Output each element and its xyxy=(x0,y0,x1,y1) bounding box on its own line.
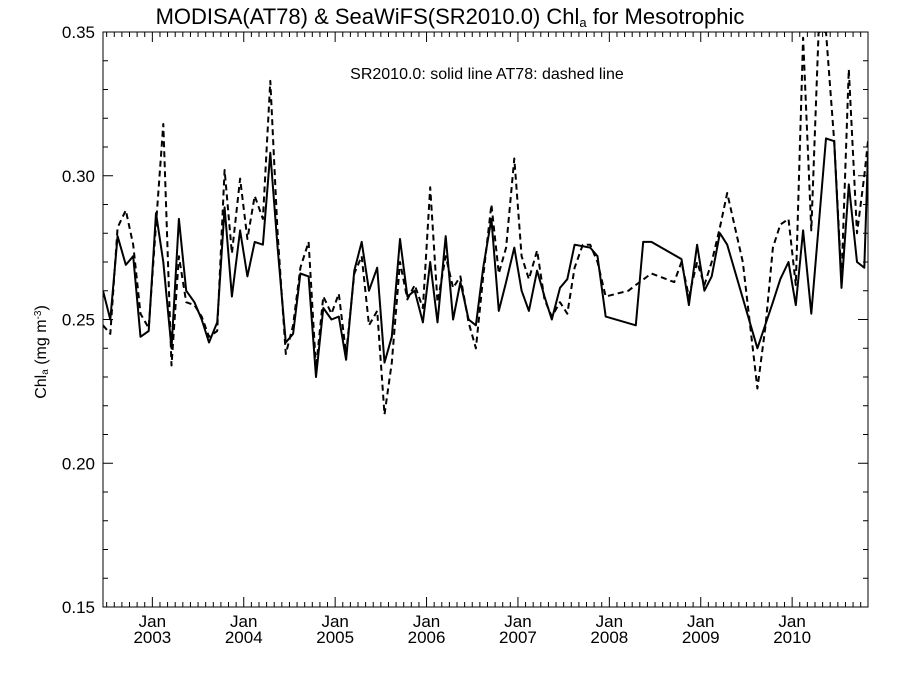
x-tick-label-month: Jan xyxy=(687,612,714,631)
x-tick-label-month: Jan xyxy=(504,612,531,631)
x-tick-label-year: 2006 xyxy=(408,628,446,647)
x-tick-label-year: 2003 xyxy=(133,628,171,647)
y-tick-label: 0.35 xyxy=(62,23,95,42)
x-tick-label-month: Jan xyxy=(596,612,623,631)
x-tick-label-month: Jan xyxy=(778,612,805,631)
x-tick-label-month: Jan xyxy=(139,612,166,631)
x-tick-label-year: 2008 xyxy=(590,628,628,647)
axis-tick-labels: 0.150.200.250.300.35Jan2003Jan2004Jan200… xyxy=(62,23,811,647)
title-tail: for Mesotrophic xyxy=(586,4,745,29)
legend-annotation: SR2010.0: solid line AT78: dashed line xyxy=(350,66,624,83)
y-tick-label: 0.25 xyxy=(62,311,95,330)
x-tick-label-year: 2007 xyxy=(499,628,537,647)
title-main: MODISA(AT78) & SeaWiFS(SR2010.0) Chl xyxy=(155,4,580,29)
x-tick-label-year: 2005 xyxy=(316,628,354,647)
title-subscript: a xyxy=(579,15,587,30)
y-tick-label: 0.30 xyxy=(62,167,95,186)
x-tick-label-month: Jan xyxy=(321,612,348,631)
x-tick-label-year: 2009 xyxy=(682,628,720,647)
x-tick-label-year: 2004 xyxy=(225,628,263,647)
series-line-dashed xyxy=(103,32,868,416)
x-tick-label-month: Jan xyxy=(230,612,257,631)
axis-ticks xyxy=(103,31,868,608)
y-tick-label: 0.15 xyxy=(62,598,95,617)
series-layer xyxy=(103,32,868,416)
x-tick-label-month: Jan xyxy=(413,612,440,631)
y-tick-label: 0.20 xyxy=(62,454,95,473)
chart-title: MODISA(AT78) & SeaWiFS(SR2010.0) Chla fo… xyxy=(0,4,900,30)
x-tick-label-year: 2010 xyxy=(773,628,811,647)
